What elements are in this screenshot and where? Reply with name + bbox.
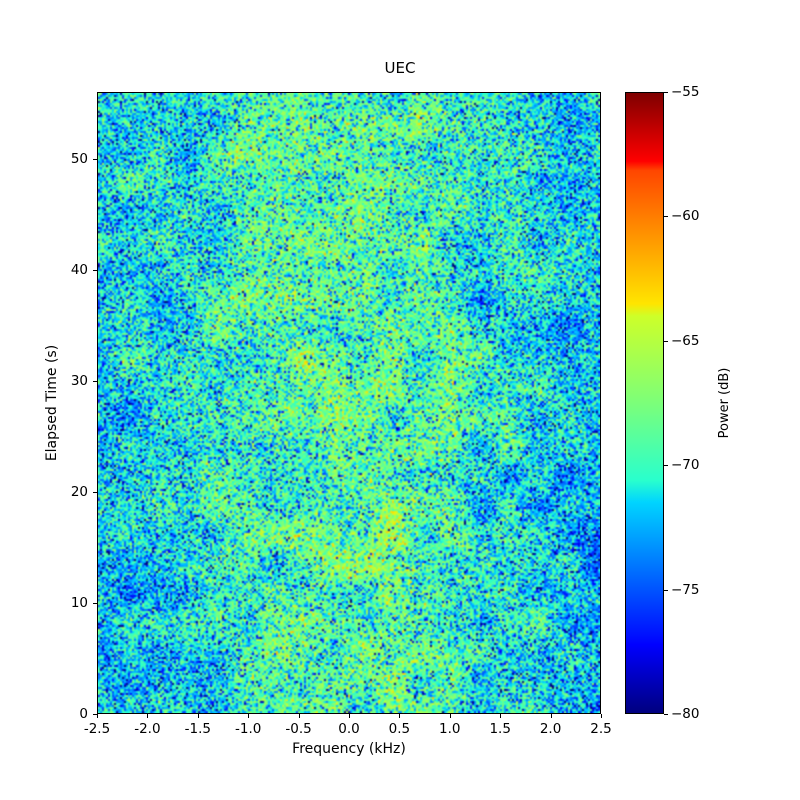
x-tick-label: 1.0 — [439, 721, 461, 737]
x-tick — [550, 714, 552, 718]
y-axis-label: Elapsed Time (s) — [44, 344, 60, 462]
y-tick — [93, 602, 97, 604]
x-tick-label: 2.5 — [590, 721, 612, 737]
x-tick-label: 0.0 — [338, 721, 360, 737]
colorbar-tick — [664, 589, 668, 591]
y-tick — [93, 491, 97, 493]
spectrogram-plot-area — [97, 92, 601, 714]
y-tick-label: 10 — [70, 594, 88, 611]
x-tick-label: -2.0 — [134, 721, 161, 737]
y-tick-label: 20 — [70, 483, 88, 500]
x-tick-label: -1.5 — [184, 721, 211, 737]
title-line-station: UEC — [384, 59, 416, 77]
x-tick-label: -1.0 — [235, 721, 262, 737]
x-tick — [449, 714, 451, 718]
colorbar-tick-label: −80 — [671, 706, 700, 722]
colorbar-label: Power (dB) — [717, 367, 732, 439]
colorbar-tick — [664, 340, 668, 342]
colorbar-tick — [664, 465, 668, 467]
x-tick-label: 2.0 — [539, 721, 562, 737]
y-tick — [93, 714, 97, 715]
x-tick-label: -2.5 — [83, 721, 111, 737]
x-tick — [97, 714, 98, 718]
x-tick — [147, 714, 149, 718]
colorbar-tick — [664, 714, 668, 715]
y-tick-label: 50 — [70, 150, 88, 167]
colorbar-tick — [664, 216, 668, 218]
x-tick-label: -0.5 — [285, 721, 312, 737]
colorbar-tick — [664, 92, 668, 93]
x-tick — [500, 714, 502, 718]
y-tick — [93, 380, 97, 382]
x-tick — [399, 714, 401, 718]
colorbar-gradient — [626, 93, 663, 713]
x-tick — [248, 714, 250, 718]
y-tick — [93, 269, 97, 271]
colorbar-tick-label: −70 — [671, 457, 700, 474]
x-tick — [601, 714, 602, 718]
x-axis-label: Frequency (kHz) — [292, 741, 406, 757]
y-tick — [93, 158, 97, 160]
x-tick — [197, 714, 199, 718]
colorbar-tick-label: −60 — [671, 208, 700, 225]
x-tick — [349, 714, 350, 718]
colorbar — [625, 92, 664, 714]
x-tick-label: 1.5 — [489, 721, 511, 737]
x-tick-label: 0.5 — [388, 721, 411, 737]
y-tick-label: 30 — [70, 372, 88, 389]
x-tick — [298, 714, 300, 718]
y-tick-label: 0 — [79, 706, 88, 722]
colorbar-tick-label: −75 — [671, 581, 700, 598]
colorbar-tick-label: −55 — [671, 84, 700, 100]
y-tick-label: 40 — [70, 261, 88, 278]
colorbar-tick-label: −65 — [671, 332, 700, 349]
spectrogram-heatmap — [98, 93, 600, 713]
